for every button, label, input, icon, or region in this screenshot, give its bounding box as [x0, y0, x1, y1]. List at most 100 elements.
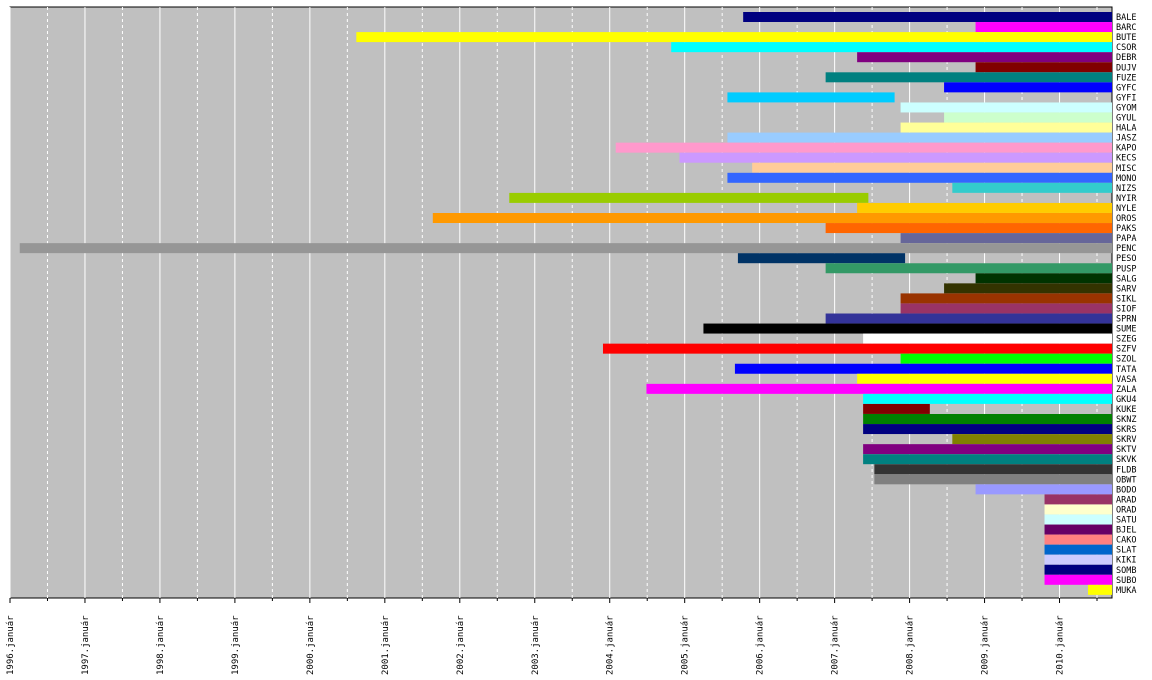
- bar-siof: [900, 303, 1112, 314]
- bar-subo: [1044, 574, 1112, 585]
- label-misc: MISC: [1116, 164, 1136, 174]
- bar-bale: [743, 12, 1112, 22]
- tick-label-1999: 1999.január: [231, 615, 241, 675]
- bar-nyle: [857, 202, 1112, 213]
- label-gyom: GYOM: [1116, 103, 1136, 113]
- label-kuke: KUKE: [1116, 405, 1136, 415]
- tick-label-1997: 1997.január: [81, 615, 91, 675]
- bar-penc: [19, 243, 1112, 254]
- label-nyir: NYIR: [1116, 194, 1137, 204]
- label-dujv: DUJV: [1116, 63, 1136, 73]
- label-hala: HALA: [1116, 124, 1136, 134]
- label-barc: BARC: [1116, 23, 1136, 33]
- bar-sknz: [863, 414, 1112, 424]
- label-penc: PENC: [1116, 244, 1136, 254]
- label-nizs: NIZS: [1116, 184, 1136, 194]
- bar-misc: [752, 162, 1112, 173]
- tick-label-1996: 1996.január: [6, 615, 16, 675]
- bar-szfv: [602, 343, 1112, 354]
- bar-zala: [646, 383, 1112, 394]
- label-nyle: NYLE: [1116, 204, 1136, 214]
- label-slat: SLAT: [1116, 546, 1136, 556]
- bar-gyom: [900, 102, 1112, 113]
- bar-orad: [1044, 504, 1112, 515]
- label-bale: BALE: [1116, 13, 1136, 23]
- label-sknz: SKNZ: [1116, 415, 1136, 425]
- tick-label-2007: 2007.január: [831, 615, 841, 675]
- label-cako: CAKO: [1116, 536, 1136, 546]
- tick-label-2008: 2008.január: [906, 615, 916, 675]
- bar-dujv: [975, 62, 1112, 73]
- tick-label-2006: 2006.január: [756, 615, 766, 675]
- label-siof: SIOF: [1116, 304, 1136, 314]
- label-skvk: SKVK: [1116, 455, 1137, 465]
- bar-hala: [900, 122, 1112, 133]
- bar-nyir: [509, 192, 869, 203]
- label-gyul: GYUL: [1116, 114, 1136, 124]
- bar-oros: [432, 213, 1112, 223]
- label-arad: ARAD: [1116, 495, 1136, 505]
- label-sarv: SARV: [1116, 284, 1136, 294]
- label-kapo: KAPO: [1116, 144, 1136, 154]
- label-fldb: FLDB: [1116, 465, 1136, 475]
- label-bute: BUTE: [1116, 33, 1136, 43]
- bar-szol: [900, 353, 1112, 364]
- bar-salg: [975, 273, 1112, 284]
- bar-gyul: [944, 112, 1112, 123]
- bar-somb: [1044, 564, 1112, 575]
- tick-label-1998: 1998.január: [156, 615, 166, 675]
- label-tata: TATA: [1116, 365, 1136, 375]
- label-szeg: SZEG: [1116, 335, 1136, 345]
- bar-csor: [671, 42, 1112, 53]
- bar-skrs: [863, 424, 1112, 435]
- bar-jasz: [727, 132, 1112, 143]
- label-szfv: SZFV: [1116, 345, 1136, 355]
- bar-sktv: [863, 444, 1112, 455]
- bar-fldb: [874, 464, 1112, 475]
- bar-cako: [1044, 534, 1112, 545]
- bar-sume: [703, 323, 1112, 334]
- label-papa: PAPA: [1116, 234, 1136, 244]
- label-gku4: GKU4: [1116, 395, 1136, 405]
- bar-fuze: [825, 72, 1112, 83]
- bar-sikl: [900, 293, 1112, 304]
- bar-kiki: [1044, 554, 1112, 565]
- label-subo: SUBO: [1116, 576, 1136, 586]
- label-pusp: PUSP: [1116, 264, 1136, 274]
- bar-pusp: [825, 263, 1112, 274]
- label-bjel: BJEL: [1116, 526, 1136, 536]
- station-labels: BALEBARCBUTECSORDEBRDUJVFUZEGYFCGYFIGYOM…: [1116, 13, 1137, 596]
- bar-kuke: [863, 403, 930, 414]
- label-mono: MONO: [1116, 174, 1136, 184]
- bar-peso: [737, 253, 906, 264]
- tick-label-2001: 2001.január: [381, 615, 391, 675]
- bar-gyfi: [727, 92, 895, 103]
- label-vasa: VASA: [1116, 375, 1136, 385]
- label-muka: MUKA: [1116, 586, 1136, 596]
- label-bodo: BODO: [1116, 485, 1136, 495]
- label-gyfc: GYFC: [1116, 83, 1136, 93]
- bar-sarv: [944, 283, 1112, 294]
- label-oros: OROS: [1116, 214, 1136, 224]
- bar-gyfc: [944, 82, 1112, 93]
- bar-arad: [1044, 494, 1112, 505]
- label-sikl: SIKL: [1116, 294, 1136, 304]
- label-szol: SZOL: [1116, 355, 1136, 365]
- bar-vasa: [857, 373, 1112, 384]
- bar-szeg: [863, 333, 1112, 344]
- bar-satu: [1044, 514, 1112, 525]
- label-orad: ORAD: [1116, 505, 1136, 515]
- bar-bjel: [1044, 524, 1112, 535]
- bar-gku4: [863, 393, 1112, 404]
- bar-muka: [1088, 584, 1112, 595]
- label-kiki: KIKI: [1116, 556, 1136, 566]
- tick-label-2005: 2005.január: [681, 615, 691, 675]
- label-sprn: SPRN: [1116, 315, 1136, 325]
- bar-sprn: [825, 313, 1112, 324]
- label-skrv: SKRV: [1116, 435, 1136, 445]
- bar-series: [19, 12, 1112, 595]
- bar-bodo: [975, 484, 1112, 495]
- bar-bute: [356, 32, 1112, 43]
- bar-kecs: [679, 152, 1112, 163]
